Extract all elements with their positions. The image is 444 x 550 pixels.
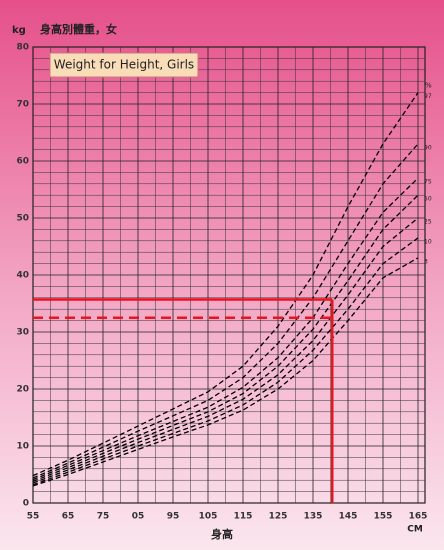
series-unit: %	[425, 82, 432, 90]
series-label: 50	[424, 196, 432, 203]
series-label: 25	[424, 219, 432, 226]
y-tick-label: 70	[16, 100, 29, 110]
subtitle: Weight for Height, Girls	[54, 58, 194, 72]
x-tick-label: 55	[27, 512, 40, 522]
percentile-line	[32, 237, 419, 486]
series-label: 90	[424, 144, 432, 151]
x-tick-label: 155	[374, 512, 393, 522]
y-tick-label: 60	[16, 157, 29, 167]
x-tick-label: 145	[339, 512, 358, 522]
x-tick-label: 05	[132, 512, 145, 522]
y-tick-label: 80	[16, 43, 29, 53]
percentile-line	[32, 143, 419, 479]
chart-title: 身高別體重，女	[40, 22, 117, 36]
y-tick-label: 20	[16, 385, 29, 395]
series-label: 97	[424, 93, 432, 100]
percentile-line	[32, 92, 419, 477]
percentile-line	[32, 217, 419, 484]
percentile-line	[32, 194, 419, 482]
x-tick-label: 165	[409, 512, 428, 522]
y-tick-label: 50	[16, 214, 29, 224]
y-tick-label: 10	[16, 442, 29, 452]
series-label: 10	[424, 238, 432, 245]
x-tick-label: 125	[269, 512, 288, 522]
series-label: 3	[424, 258, 428, 265]
percentile-line	[32, 257, 419, 487]
x-tick-label: 65	[62, 512, 75, 522]
x-tick-label: 135	[304, 512, 323, 522]
x-tick-label: 115	[234, 512, 253, 522]
x-tick-label: 105	[199, 512, 218, 522]
y-tick-label: 0	[23, 499, 29, 509]
y-unit: kg	[12, 25, 26, 36]
plot: 55 65 75 05 95 105 115 125 135 145 155 165 0 10 20 30 40…	[16, 43, 432, 522]
series-label: 75	[424, 179, 432, 186]
y-tick-label: 30	[16, 328, 29, 338]
x-tick-label: 75	[97, 512, 110, 522]
x-unit: CM	[407, 525, 423, 535]
subtitle-box	[49, 52, 199, 78]
y-tick-label: 40	[16, 271, 29, 281]
x-tick-label: 95	[167, 512, 180, 522]
percentile-line	[32, 177, 419, 481]
x-axis-label: 身高	[211, 527, 233, 541]
